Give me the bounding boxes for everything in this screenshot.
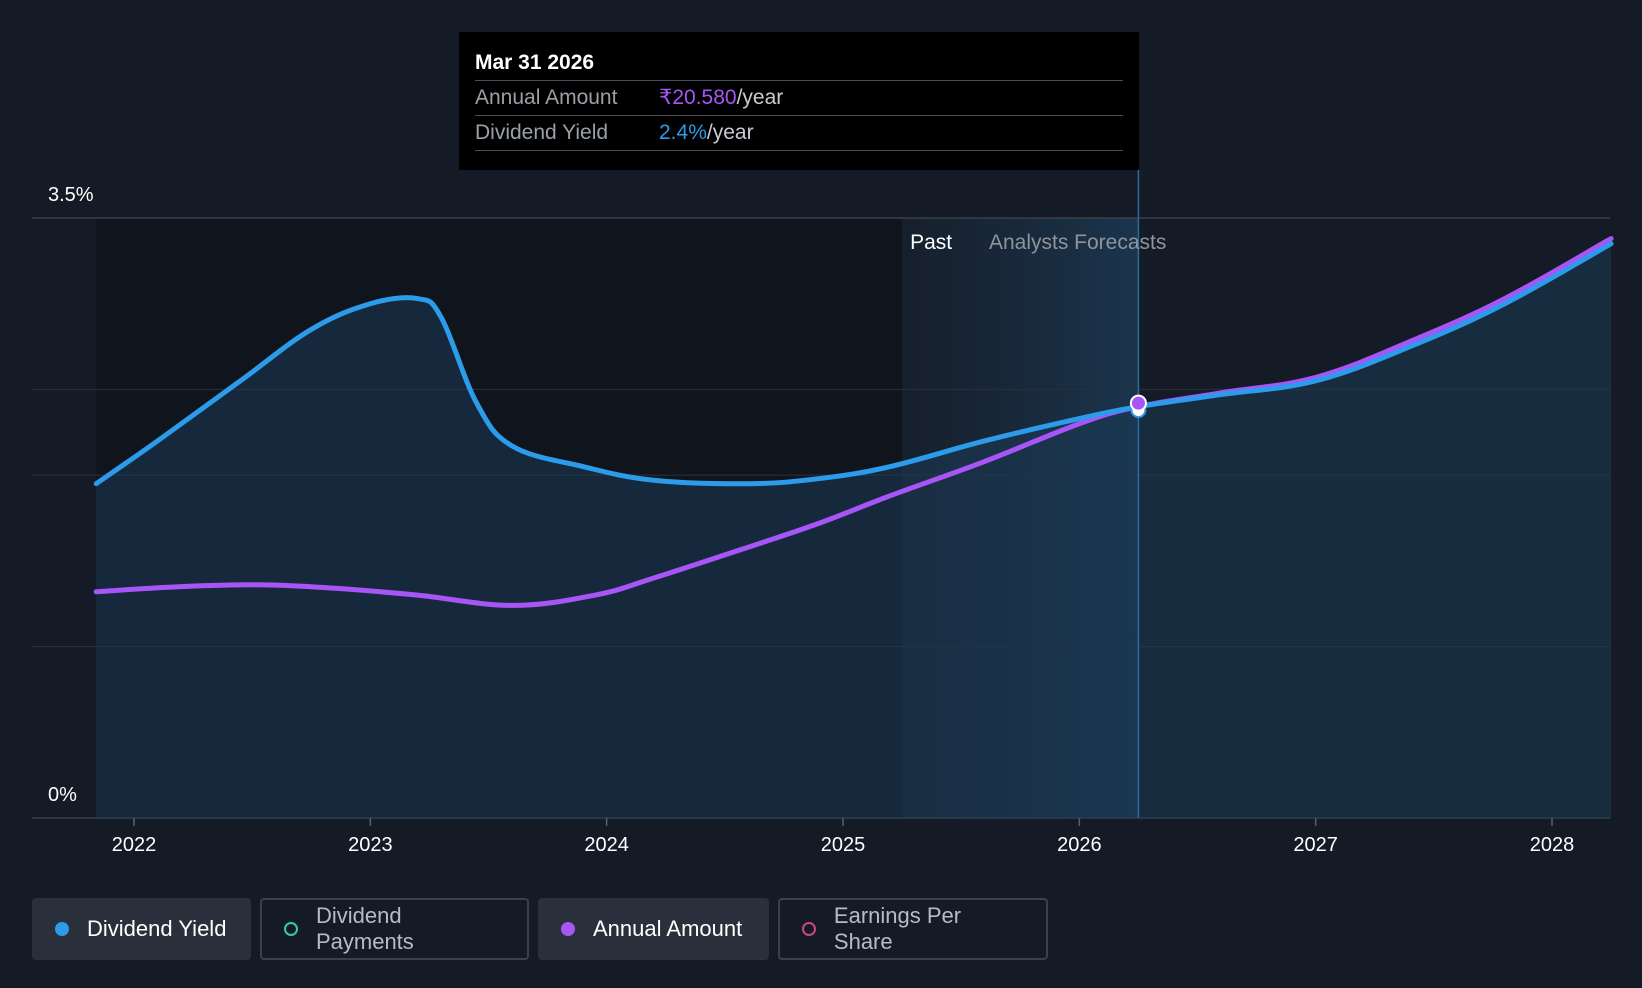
tooltip-label: Annual Amount <box>475 86 618 109</box>
x-tick-label: 2026 <box>1057 834 1102 856</box>
past-label: Past <box>910 231 952 254</box>
tooltip-label: Dividend Yield <box>475 121 609 144</box>
tooltip-unit: /year <box>736 86 784 109</box>
legend-earnings-per-share[interactable]: Earnings Per Share <box>778 898 1048 960</box>
legend-annual-amount[interactable]: Annual Amount <box>538 898 769 960</box>
tooltip-value: 2.4% <box>659 121 707 144</box>
x-tick-label: 2027 <box>1293 834 1338 856</box>
legend-dot-icon <box>55 922 69 936</box>
legend-dividend-payments[interactable]: Dividend Payments <box>260 898 529 960</box>
legend-label: Dividend Payments <box>315 903 414 954</box>
x-tick-label: 2028 <box>1530 834 1575 856</box>
y-tick-label: 3.5% <box>48 184 94 206</box>
series-line-annual-amount <box>93 236 1614 608</box>
legend-label: Annual Amount <box>593 916 743 941</box>
x-tick-label: 2025 <box>821 834 866 856</box>
forecast-label: Analysts Forecasts <box>989 231 1166 254</box>
legend-ring-icon <box>802 922 816 936</box>
dividend-yield-area <box>96 243 1612 818</box>
x-tick-label: 2023 <box>348 834 393 856</box>
legend-dividend-yield[interactable]: Dividend Yield <box>32 898 251 960</box>
y-tick-label: 0% <box>48 784 77 806</box>
legend-label: Dividend Yield <box>87 916 227 941</box>
tooltip-row-dividend-yield: Dividend Yield 2.4% /year <box>475 115 1123 151</box>
tooltip-unit: /year <box>706 121 754 144</box>
series-line-dividend-yield <box>93 241 1614 487</box>
tooltip-row-annual-amount: Annual Amount ₹20.580 /year <box>475 80 1123 115</box>
tooltip: Mar 31 2026 Annual Amount ₹20.580 /year … <box>459 32 1139 170</box>
legend-dot-icon <box>561 922 575 936</box>
legend-ring-icon <box>284 922 298 936</box>
legend: Dividend Yield Dividend Payments Annual … <box>32 898 1048 960</box>
marker-annual-amount <box>1129 394 1147 412</box>
x-tick-label: 2022 <box>112 834 157 856</box>
tooltip-date: Mar 31 2026 <box>475 51 595 74</box>
tooltip-value: ₹20.580 <box>659 86 737 109</box>
x-tick-label: 2024 <box>584 834 629 856</box>
legend-label: Earnings Per Share <box>833 903 962 954</box>
